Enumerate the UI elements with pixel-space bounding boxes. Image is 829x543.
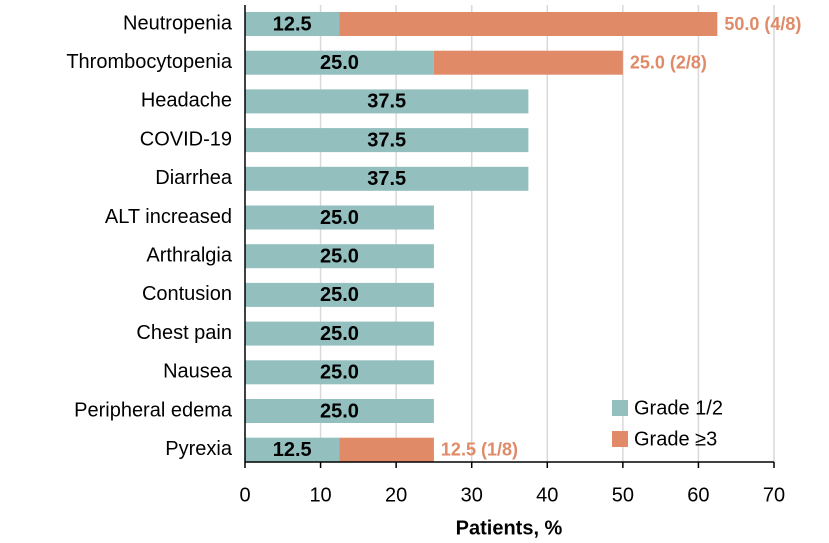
bar-segment <box>245 321 434 346</box>
y-tick-label: ALT increased <box>105 206 232 228</box>
bar-segment <box>245 12 340 36</box>
bar-segment <box>339 437 434 462</box>
data-label: 25.0 <box>320 245 359 267</box>
data-label: 12.5 (1/8) <box>441 439 518 459</box>
y-tick-label: Arthralgia <box>146 244 232 266</box>
y-tick-label: Contusion <box>142 283 232 305</box>
data-label: 12.5 <box>273 439 312 461</box>
x-tick-label: 50 <box>612 484 634 506</box>
bar-segment <box>245 437 340 462</box>
x-tick-label: 10 <box>309 484 331 506</box>
x-tick-label: 30 <box>461 484 483 506</box>
y-tick-label: Headache <box>141 90 232 112</box>
y-tick-label: COVID-19 <box>140 128 232 150</box>
data-label: 25.0 (2/8) <box>630 52 707 72</box>
y-tick-label: Nausea <box>163 361 233 383</box>
y-tick-label: Neutropenia <box>123 12 233 34</box>
data-label: 25.0 <box>320 207 359 229</box>
y-tick-label: Peripheral edema <box>74 399 233 421</box>
bar-segment <box>339 12 718 36</box>
data-label: 37.5 <box>367 168 406 190</box>
bar-segment <box>245 282 434 307</box>
y-tick-label: Pyrexia <box>165 438 233 460</box>
bar-segment <box>245 89 529 114</box>
x-axis-label: Patients, % <box>456 517 563 539</box>
bar-segment <box>433 50 623 75</box>
data-label: 25.0 <box>320 52 359 74</box>
y-tick-label: Chest pain <box>136 322 232 344</box>
bar-segment <box>245 128 529 153</box>
data-label: 50.0 (4/8) <box>724 14 801 34</box>
data-label: 37.5 <box>367 91 406 113</box>
bar-segment <box>245 50 434 75</box>
bar-segment <box>245 166 529 191</box>
bar-segment <box>245 244 434 269</box>
legend-swatch <box>612 431 628 447</box>
y-tick-label: Diarrhea <box>155 167 233 189</box>
data-label: 25.0 <box>320 323 359 345</box>
bar-segment <box>245 205 434 230</box>
legend-label: Grade ≥3 <box>634 428 717 450</box>
data-label: 25.0 <box>320 284 359 306</box>
x-tick-label: 20 <box>385 484 407 506</box>
x-tick-label: 40 <box>536 484 558 506</box>
y-tick-label: Thrombocytopenia <box>66 51 233 73</box>
data-label: 25.0 <box>320 362 359 384</box>
data-label: 37.5 <box>367 129 406 151</box>
x-tick-label: 60 <box>687 484 709 506</box>
bar-segment <box>245 360 434 385</box>
bar-segment <box>245 399 434 423</box>
legend-label: Grade 1/2 <box>634 397 723 419</box>
data-label: 25.0 <box>320 400 359 422</box>
x-tick-label: 0 <box>239 484 250 506</box>
data-label: 12.5 <box>273 13 312 35</box>
x-tick-label: 70 <box>763 484 785 506</box>
legend-swatch <box>612 400 628 416</box>
